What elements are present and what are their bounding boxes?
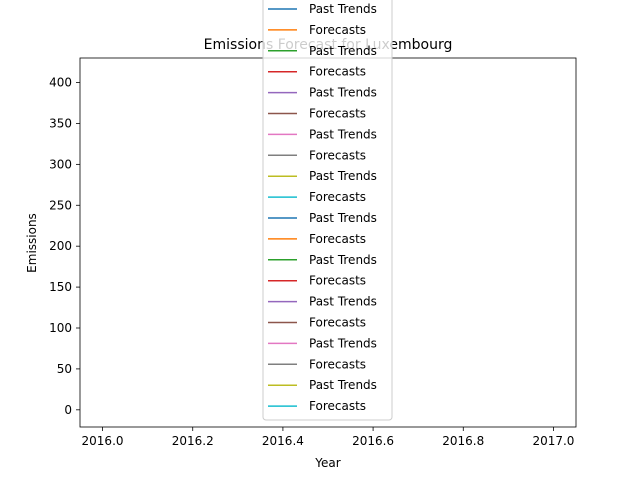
- legend-entry-label: Forecasts: [309, 274, 366, 288]
- legend: Past Trends Forecasts Past Trends Forecasts…: [262, 0, 393, 421]
- y-tick-label: 100: [49, 321, 72, 335]
- legend-entry-label: Forecasts: [309, 148, 366, 162]
- legend-entry-label: Past Trends: [309, 169, 377, 183]
- legend-entry-label: Past Trends: [309, 253, 377, 267]
- y-tick-label: 0: [64, 403, 72, 417]
- legend-entry-label: Past Trends: [309, 2, 377, 16]
- y-tick-label: 300: [49, 157, 72, 171]
- legend-entry-label: Past Trends: [309, 86, 377, 100]
- y-tick-label: 350: [49, 116, 72, 130]
- x-tick-label: 2016.8: [442, 434, 484, 448]
- legend-entry-label: Past Trends: [309, 378, 377, 392]
- y-tick-label: 400: [49, 76, 72, 90]
- legend-entry-label: Forecasts: [309, 65, 366, 79]
- legend-entry-label: Forecasts: [309, 190, 366, 204]
- y-tick-label: 200: [49, 239, 72, 253]
- legend-entry-label: Past Trends: [309, 211, 377, 225]
- x-axis: 2016.0 2016.2 2016.4 2016.6 2016.8 2017.0: [82, 427, 574, 448]
- legend-entry-label: Forecasts: [309, 107, 366, 121]
- x-tick-label: 2017.0: [532, 434, 574, 448]
- y-tick-label: 250: [49, 198, 72, 212]
- y-axis-label: Emissions: [25, 213, 39, 273]
- legend-entry-label: Forecasts: [309, 357, 366, 371]
- legend-entry-label: Forecasts: [309, 316, 366, 330]
- x-tick-label: 2016.6: [352, 434, 394, 448]
- y-tick-label: 50: [57, 362, 72, 376]
- legend-entry-label: Past Trends: [309, 295, 377, 309]
- x-tick-label: 2016.2: [172, 434, 214, 448]
- legend-box: [262, 0, 393, 421]
- y-axis: 0 50 100 150 200 250 300 350 400: [49, 76, 80, 417]
- x-tick-label: 2016.0: [82, 434, 124, 448]
- x-axis-label: Year: [314, 456, 340, 470]
- legend-entry-label: Past Trends: [309, 44, 377, 58]
- y-tick-label: 150: [49, 280, 72, 294]
- legend-entry-label: Past Trends: [309, 127, 377, 141]
- legend-entry-label: Forecasts: [309, 23, 366, 37]
- x-tick-label: 2016.4: [262, 434, 304, 448]
- legend-entry-label: Forecasts: [309, 232, 366, 246]
- legend-entry-label: Past Trends: [309, 336, 377, 350]
- legend-entry-label: Forecasts: [309, 399, 366, 413]
